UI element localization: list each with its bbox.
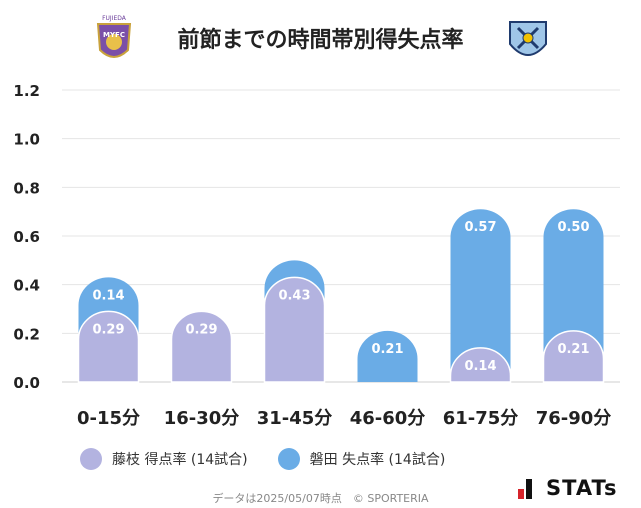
stats-logo-icon: [518, 479, 532, 499]
y-tick-label: 0.4: [13, 277, 40, 295]
legend-swatch-iwata: [277, 448, 300, 470]
data-label-iwata: 0.21: [371, 342, 403, 357]
legend: 藤枝 得点率 (14試合) 磐田 失点率 (14試合): [80, 448, 475, 470]
legend-item-fujieda: 藤枝 得点率 (14試合): [80, 448, 248, 470]
x-tick-label: 0-15分: [77, 408, 140, 429]
x-tick-label: 76-90分: [536, 408, 612, 429]
jubilo-logo: [509, 21, 547, 56]
stats-brand: STATs: [518, 476, 617, 500]
legend-item-iwata: 磐田 失点率 (14試合): [277, 448, 446, 470]
legend-swatch-fujieda: [80, 448, 102, 470]
x-tick-label: 31-45分: [257, 408, 333, 429]
chart-title: 前節までの時間帯別得失点率: [177, 28, 464, 53]
y-tick-label: 1.0: [13, 131, 40, 149]
bar-fujieda: [449, 347, 512, 383]
data-label-iwata: 0.14: [92, 288, 124, 303]
bar-iwata: [450, 209, 511, 382]
data-label-fujieda: 0.21: [557, 342, 589, 357]
bar-chart: 1.2 1.0 0.8 0.6 0.4 0.2 0.0 0.14 0.29 0.29 0.43 0.…: [13, 82, 620, 429]
bar-fujieda: [77, 310, 140, 383]
data-label-iwata: 0.57: [464, 220, 496, 235]
data-label-fujieda: 0.29: [185, 322, 217, 337]
bar-fujieda: [542, 330, 605, 383]
svg-text:FUJIEDA: FUJIEDA: [102, 15, 127, 22]
x-tick-label: 16-30分: [164, 408, 240, 429]
x-tick-label: 61-75分: [443, 408, 519, 429]
data-label-fujieda: 0.29: [92, 322, 124, 337]
data-label-fujieda: 0.14: [464, 359, 496, 374]
stats-brand-text: STATs: [546, 476, 618, 500]
footer-note: データは2025/05/07時点 © SPORTERIA: [212, 492, 429, 505]
y-tick-label: 0.8: [13, 179, 40, 197]
bar-fujieda: [170, 310, 233, 383]
y-tick-label: 0.6: [13, 228, 40, 246]
x-tick-label: 46-60分: [350, 408, 426, 429]
svg-text:MYFC: MYFC: [103, 31, 125, 39]
data-label-fujieda: 0.43: [278, 288, 310, 303]
bar-fujieda: [263, 276, 326, 383]
bar-iwata: [357, 330, 418, 382]
legend-label-iwata: 磐田 失点率 (14試合): [309, 452, 446, 468]
y-tick-label: 0.2: [13, 325, 40, 343]
y-tick-label: 0.0: [13, 374, 40, 392]
y-tick-label: 1.2: [13, 82, 40, 100]
fujieda-logo: FUJIEDA MYFC: [96, 15, 132, 58]
legend-label-fujieda: 藤枝 得点率 (14試合): [112, 452, 248, 468]
data-label-iwata: 0.50: [557, 220, 589, 235]
